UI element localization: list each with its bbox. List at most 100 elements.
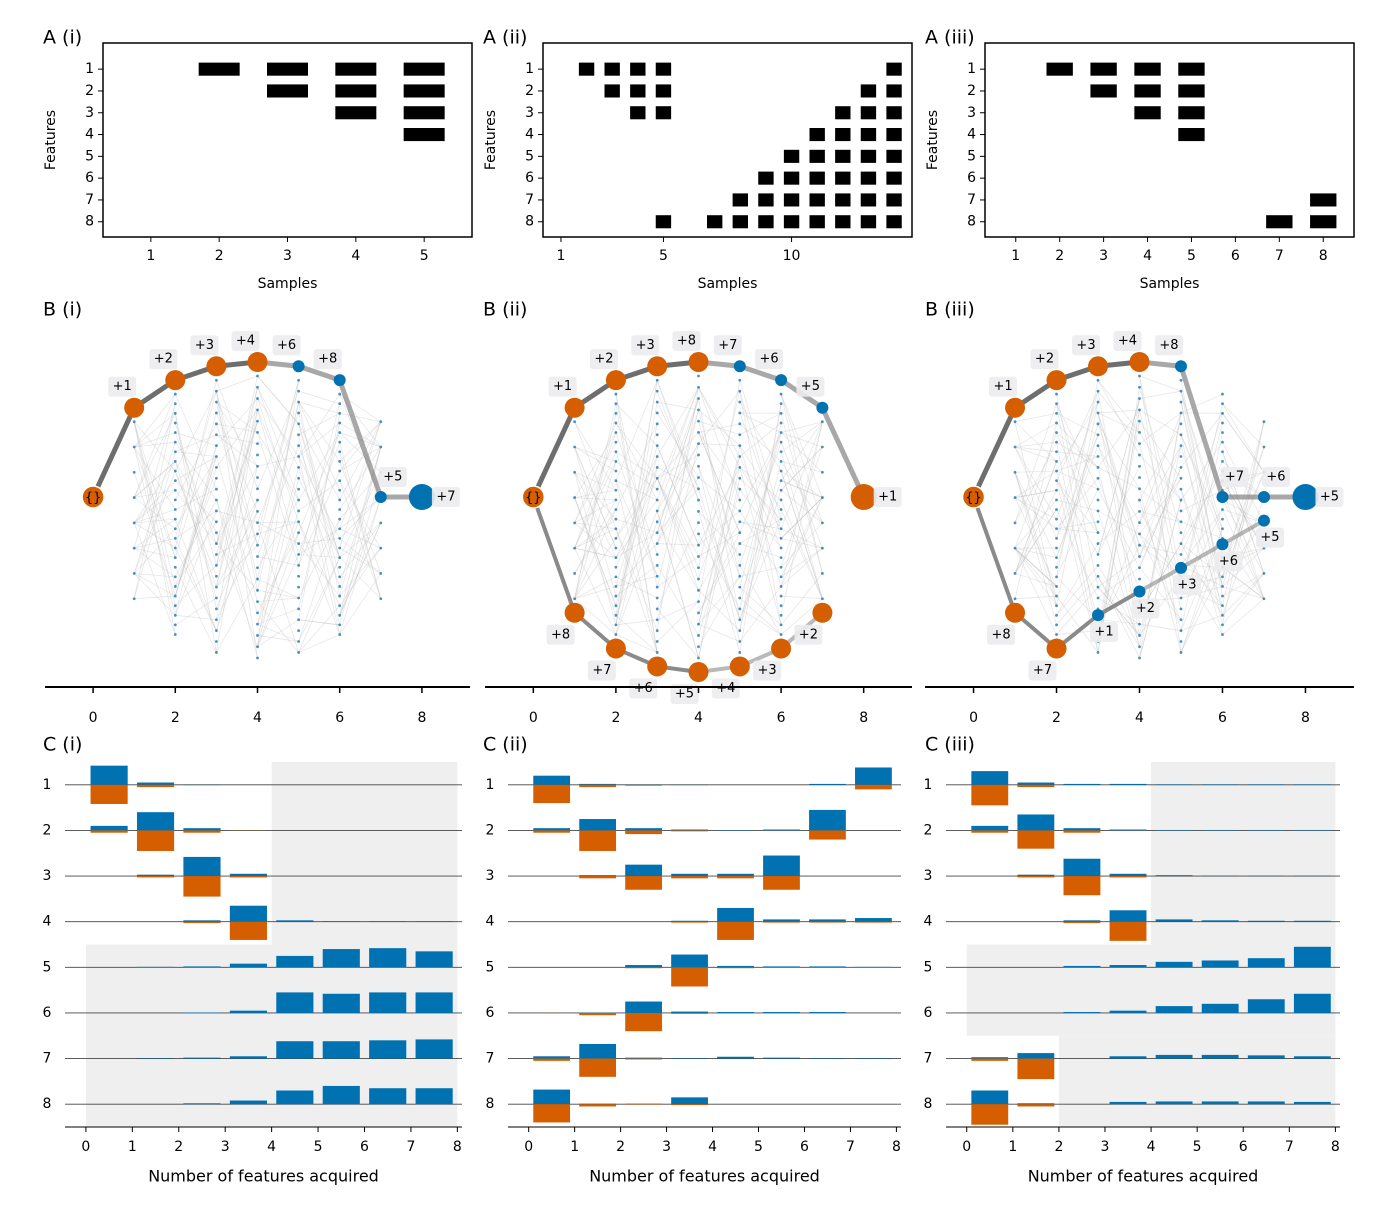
edge-decor — [1180, 434, 1223, 539]
edge-decor — [780, 497, 823, 539]
edge-decor — [133, 480, 176, 524]
edge-decor — [656, 443, 699, 512]
subset-dot — [338, 585, 342, 588]
subset-dot — [779, 469, 783, 473]
node-label: +3 — [636, 338, 655, 353]
bar-down — [625, 830, 662, 835]
subset-dot — [338, 575, 342, 579]
cell — [1003, 63, 1029, 76]
edge-decor — [298, 521, 341, 606]
bar-up — [809, 809, 846, 831]
bar-up — [1293, 1101, 1331, 1105]
subset-dot — [1138, 555, 1141, 558]
edge-decor — [1015, 595, 1057, 600]
bar-up — [579, 819, 617, 831]
subset-dot — [173, 479, 177, 483]
x-tick-label: 4 — [694, 710, 703, 726]
bar-up — [717, 1056, 754, 1059]
subset-dot — [738, 465, 742, 469]
edge-decor — [615, 456, 658, 539]
subset-dot — [697, 645, 700, 649]
subset-dot — [1055, 575, 1058, 579]
edge-decor — [216, 434, 258, 445]
edge-decor — [1097, 467, 1140, 490]
label-box — [711, 678, 740, 699]
edge-decor — [134, 537, 176, 549]
edge-decor — [780, 470, 823, 599]
edge-decor — [657, 401, 699, 411]
edge-decor — [698, 466, 741, 642]
edge-decor — [1056, 528, 1099, 534]
label-box — [231, 331, 260, 351]
edge-decor — [1056, 401, 1099, 472]
edge-decor — [1180, 413, 1223, 468]
edge-decor — [339, 421, 382, 472]
cell — [1222, 106, 1248, 119]
edge-decor — [656, 380, 699, 501]
subset-dot — [297, 596, 301, 600]
cell — [810, 84, 825, 97]
subset-dot — [738, 531, 742, 535]
edge-decor — [1056, 480, 1099, 533]
cell — [1003, 172, 1029, 185]
edge-decor — [615, 532, 658, 558]
label-box — [1315, 487, 1344, 507]
subset-dot — [214, 411, 218, 415]
subset-dot — [297, 411, 301, 415]
subset-dot — [697, 397, 700, 400]
y-tick-label: 5 — [85, 148, 94, 164]
edge-decor — [574, 497, 617, 606]
subset-dot — [338, 498, 342, 502]
bar-down — [1063, 830, 1101, 833]
edge-decor — [133, 547, 176, 578]
edge-decor — [339, 497, 382, 635]
subset-dot — [697, 600, 700, 603]
edge-decor — [656, 387, 699, 631]
bar-down — [183, 876, 221, 897]
subset-dot — [614, 440, 618, 444]
edge-decor — [134, 547, 176, 558]
edge-decor — [174, 567, 217, 653]
subset-dot — [132, 572, 136, 575]
edge-decor — [257, 401, 299, 580]
cell — [783, 171, 800, 185]
label-box — [546, 624, 575, 645]
subset-dot — [1138, 532, 1141, 536]
edge-decor — [574, 432, 617, 498]
edge-decor — [1014, 412, 1057, 423]
cell — [707, 150, 722, 163]
subset-dot — [820, 420, 824, 424]
edge-decor — [257, 521, 299, 625]
edge-decor — [133, 472, 176, 597]
x-tick-label: 2 — [1052, 710, 1061, 726]
cell — [860, 171, 877, 185]
subset-dot — [738, 455, 742, 458]
cell — [733, 106, 748, 119]
label-box — [794, 624, 823, 645]
edge-decor — [174, 467, 217, 597]
edge-decor — [257, 467, 299, 625]
subset-dot — [1096, 585, 1100, 589]
bar-down — [533, 1058, 571, 1061]
x-tick-label: 8 — [892, 1139, 901, 1155]
cell — [335, 172, 376, 185]
edge-decor — [615, 467, 658, 558]
y-tick-label: 6 — [525, 170, 534, 186]
subset-dot — [697, 543, 700, 547]
edge-decor — [216, 409, 258, 566]
shaded-region — [1058, 1035, 1336, 1127]
subset-dot — [1221, 604, 1224, 608]
panel-title: A (iii) — [925, 27, 975, 49]
edge-decor — [1097, 586, 1140, 636]
label-box — [272, 335, 301, 356]
cell — [1178, 172, 1204, 185]
bar-up — [183, 966, 221, 968]
edge-decor — [257, 619, 299, 648]
cell — [784, 63, 799, 76]
x-tick-label: 6 — [800, 1139, 809, 1155]
subset-dot — [214, 400, 218, 404]
subset-dot — [214, 640, 218, 643]
subset-dot — [655, 651, 659, 654]
subset-dot — [779, 479, 783, 483]
subset-dot — [297, 455, 301, 458]
